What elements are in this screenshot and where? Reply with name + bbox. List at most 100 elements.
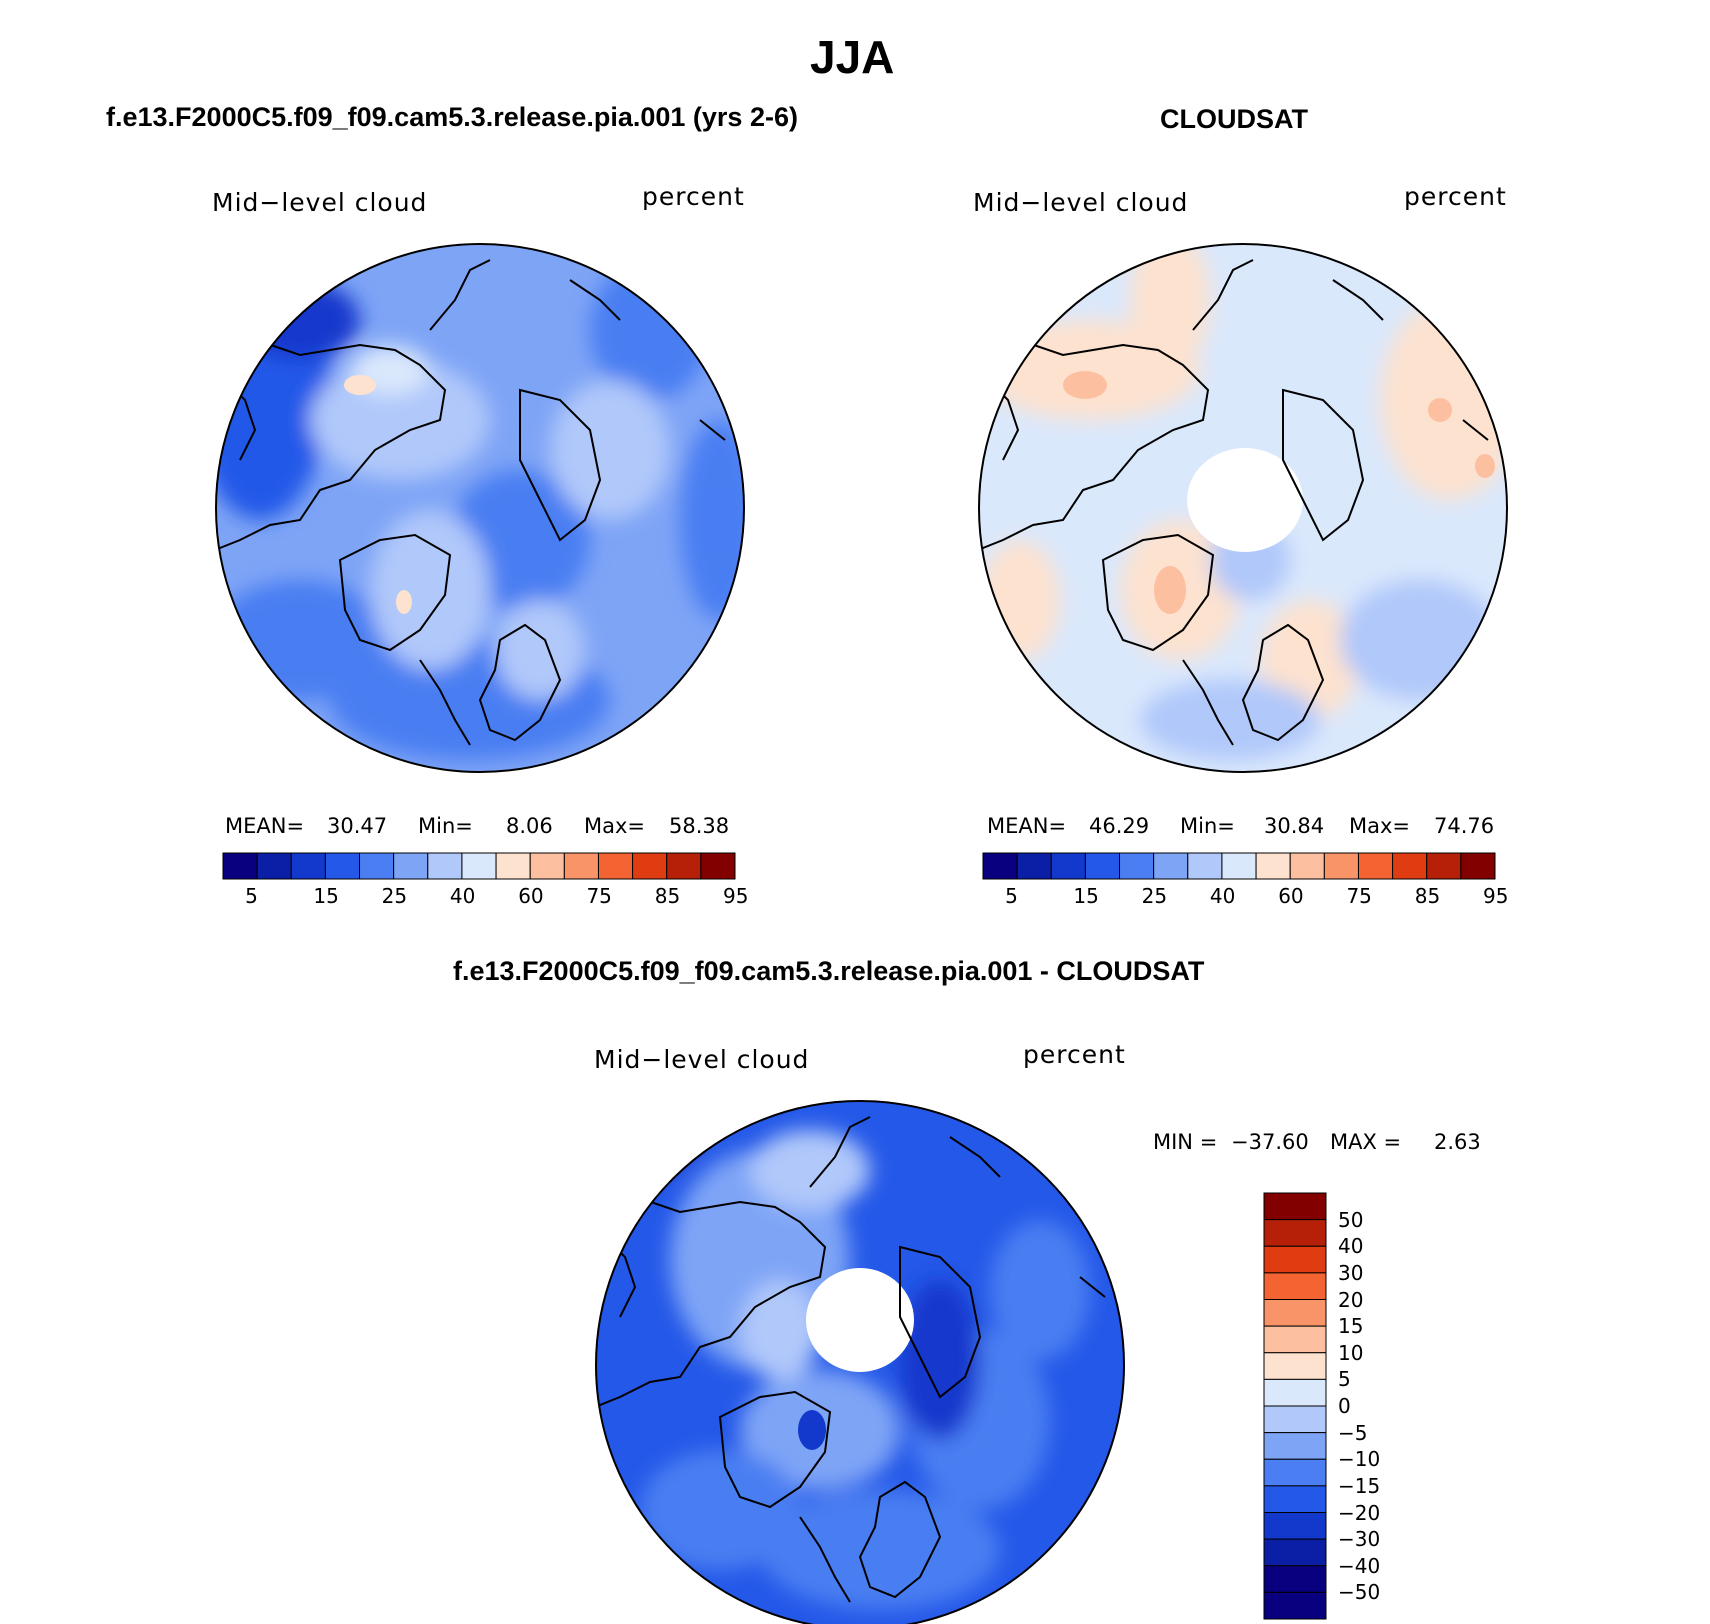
colorbar-swatch (324, 852, 361, 880)
panel-1-min-value: 8.06 (506, 814, 553, 838)
colorbar-tick-label: 85 (1414, 884, 1441, 908)
colorbar-swatch (632, 852, 668, 880)
colorbar-swatch (1263, 1591, 1327, 1620)
colorbar-swatch (290, 852, 326, 880)
colorbar-tick-label: 5 (245, 884, 258, 908)
colorbar-tick-label: 15 (1073, 884, 1099, 908)
difference-colorbar (1263, 1192, 1327, 1620)
colorbar-swatch (1357, 852, 1394, 880)
map-cloudsat (979, 244, 1507, 772)
colorbar-tick-label: −5 (1338, 1420, 1368, 1445)
colorbar-swatch (427, 852, 463, 880)
colorbar-swatch (1255, 852, 1291, 880)
colorbar-tick-label: −20 (1338, 1500, 1381, 1525)
colorbar-tick-label: −15 (1338, 1473, 1381, 1498)
colorbar-swatch (529, 852, 565, 880)
colorbar-swatch (1392, 852, 1428, 880)
map-cloudsat-border (978, 243, 1508, 773)
colorbar-swatch (1153, 852, 1189, 880)
colorbar-tick-label: 60 (518, 884, 544, 908)
colorbar-swatch (1016, 852, 1052, 880)
colorbar-tick-label: 85 (654, 884, 681, 908)
colorbar-swatch (1119, 852, 1155, 880)
colorbar-swatch (1263, 1565, 1327, 1593)
colorbar-tick-label: 40 (1338, 1234, 1364, 1259)
colorbar-tick-label: 25 (381, 884, 408, 908)
difference-heading: f.e13.F2000C5.f09_f09.cam5.3.release.pia… (453, 956, 1205, 986)
colorbar-swatch (1263, 1458, 1327, 1487)
colorbar-swatch (359, 852, 395, 880)
colorbar-swatch (1426, 852, 1462, 880)
colorbar-swatch (1084, 852, 1121, 880)
colorbar-swatch (563, 852, 599, 880)
panel-1-colorbar (222, 852, 736, 880)
panel-1-variable-label: Mid−level cloud (212, 188, 428, 217)
colorbar-swatch (256, 852, 292, 880)
panel-1-units-label: percent (642, 182, 745, 211)
colorbar-swatch (1460, 852, 1496, 880)
map-difference-border (595, 1100, 1125, 1624)
colorbar-swatch (1263, 1352, 1327, 1380)
colorbar-swatch (1263, 1405, 1327, 1434)
panel-2-mean-label: MEAN= (987, 814, 1067, 838)
panel-1-mean-label: MEAN= (225, 814, 305, 838)
colorbar-tick-label: 15 (313, 884, 339, 908)
colorbar-swatch (461, 852, 497, 880)
panel-1-max-value: 58.38 (669, 814, 730, 838)
colorbar-tick-label: 50 (1338, 1207, 1364, 1232)
colorbar-tick-label: 95 (1483, 884, 1509, 908)
panel-2-heading: CLOUDSAT (1160, 104, 1308, 134)
colorbar-tick-label: 75 (1346, 884, 1372, 908)
colorbar-swatch (1263, 1485, 1327, 1513)
panel-1-max-label: Max= (584, 814, 646, 838)
panel-2-variable-label: Mid−level cloud (973, 188, 1189, 217)
colorbar-swatch (495, 852, 531, 880)
colorbar-swatch (1263, 1325, 1327, 1354)
panel-2-min-label: Min= (1180, 814, 1235, 838)
panel-2-units-label: percent (1404, 182, 1507, 211)
colorbar-tick-label: −40 (1338, 1553, 1381, 1578)
colorbar-tick-label: 10 (1338, 1340, 1364, 1365)
colorbar-swatch (1221, 852, 1257, 880)
colorbar-tick-label: 0 (1338, 1394, 1351, 1418)
figure-title: JJA (810, 31, 895, 83)
colorbar-tick-label: 95 (723, 884, 749, 908)
colorbar-swatch (597, 852, 634, 880)
colorbar-tick-label: 60 (1278, 884, 1304, 908)
colorbar-swatch (393, 852, 429, 880)
colorbar-tick-label: 40 (449, 884, 476, 908)
panel-2-min-value: 30.84 (1264, 814, 1325, 838)
colorbar-swatch (1323, 852, 1359, 880)
colorbar-swatch (1289, 852, 1325, 880)
colorbar-swatch (1050, 852, 1086, 880)
colorbar-swatch (1263, 1538, 1327, 1567)
colorbar-swatch (1263, 1272, 1327, 1300)
colorbar-swatch (1263, 1219, 1327, 1247)
panel-2-mean-value: 46.29 (1089, 814, 1150, 838)
colorbar-tick-label: 5 (1005, 884, 1018, 908)
panel-2-colorbar (982, 852, 1496, 880)
colorbar-tick-label: −50 (1338, 1580, 1381, 1605)
difference-min-label: MIN = (1153, 1130, 1218, 1154)
difference-max-value: 2.63 (1434, 1130, 1481, 1154)
map-difference (596, 1101, 1124, 1624)
colorbar-tick-label: 30 (1338, 1260, 1364, 1285)
colorbar-swatch (1263, 1432, 1327, 1460)
colorbar-swatch (222, 852, 258, 880)
colorbar-tick-label: 40 (1209, 884, 1236, 908)
panel-2-max-label: Max= (1349, 814, 1411, 838)
colorbar-tick-label: 25 (1141, 884, 1168, 908)
difference-variable-label: Mid−level cloud (594, 1045, 810, 1074)
panel-1-heading: f.e13.F2000C5.f09_f09.cam5.3.release.pia… (106, 102, 798, 132)
panel-1-min-label: Min= (418, 814, 473, 838)
difference-max-label: MAX = (1330, 1130, 1402, 1154)
panel-1-mean-value: 30.47 (327, 814, 388, 838)
difference-units-label: percent (1023, 1040, 1126, 1069)
colorbar-swatch (982, 852, 1018, 880)
colorbar-swatch (1263, 1299, 1327, 1327)
colorbar-tick-label: −10 (1338, 1447, 1381, 1472)
colorbar-swatch (1263, 1192, 1327, 1221)
colorbar-tick-label: 15 (1338, 1314, 1364, 1339)
colorbar-swatch (700, 852, 736, 880)
colorbar-tick-label: −30 (1338, 1527, 1381, 1552)
